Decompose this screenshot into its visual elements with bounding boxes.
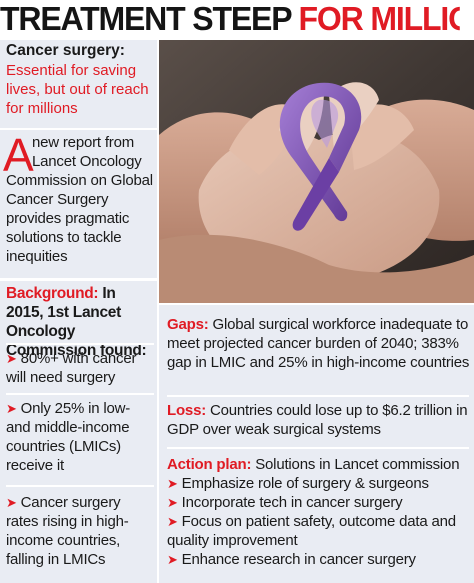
loss-text: Countries could lose up to $6.2 trillion… — [167, 402, 468, 438]
gaps-section: Gaps: Global surgical workforce inadequa… — [167, 315, 471, 372]
divider — [6, 343, 154, 345]
gaps-text: Global surgical workforce inadequate to … — [167, 316, 470, 371]
divider — [167, 447, 469, 449]
background-bullet: ➤ Only 25% in low- and middle-income cou… — [6, 400, 131, 474]
arrow-right-icon: ➤ — [167, 476, 178, 491]
background-panel: Background: In 2015, 1st Lancet Oncology… — [0, 281, 157, 583]
divider — [167, 395, 469, 397]
background-label: Background: — [6, 285, 99, 302]
action-plan-bullet: ➤ Focus on patient safety, outcome data … — [167, 513, 456, 549]
action-plan-label: Action plan: — [167, 456, 252, 473]
divider — [6, 485, 154, 487]
drop-cap: A — [3, 129, 34, 181]
lead-line-2: Lancet Oncology — [32, 153, 142, 170]
gaps-label: Gaps: — [167, 316, 209, 333]
arrow-right-icon: ➤ — [167, 495, 178, 510]
lead-paragraph: new report from Lancet Oncology Commissi… — [6, 133, 156, 266]
page-title: TREATMENT STEEP FOR MILLIONS — [0, 0, 460, 38]
title-black-part: TREATMENT STEEP — [0, 0, 292, 37]
arrow-right-icon: ➤ — [6, 351, 17, 366]
arrow-right-icon: ➤ — [167, 514, 178, 529]
title-red-part: FOR MILLIONS — [298, 0, 460, 37]
intro-subtitle: Essential for saving lives, but out of r… — [6, 62, 149, 117]
action-plan-bullet: ➤ Incorporate tech in cancer surgery — [167, 494, 403, 511]
hands-ribbon-photo — [159, 40, 474, 303]
background-heading: Background: In 2015, 1st Lancet Oncology… — [6, 284, 156, 360]
action-plan-section: Action plan: Solutions in Lancet commiss… — [167, 455, 471, 569]
lead-line-1: new report from — [32, 134, 135, 151]
intro-panel: Cancer surgery: Essential for saving liv… — [0, 40, 157, 128]
background-bullet: ➤ 80%+ with cancer will need surgery — [6, 350, 137, 386]
loss-section: Loss: Countries could lose up to $6.2 tr… — [167, 401, 471, 439]
arrow-right-icon: ➤ — [6, 401, 17, 416]
arrow-right-icon: ➤ — [6, 495, 17, 510]
arrow-right-icon: ➤ — [167, 552, 178, 567]
divider — [6, 393, 154, 395]
intro-title: Cancer surgery: — [6, 42, 125, 59]
findings-panel: Gaps: Global surgical workforce inadequa… — [159, 305, 474, 583]
background-text: In 2015, 1st Lancet Oncology Commission … — [6, 285, 147, 359]
action-plan-heading: Action plan: Solutions in Lancet commiss… — [167, 455, 471, 474]
lead-rest: Commission on Global Cancer Surgery prov… — [6, 172, 153, 265]
action-plan-text: Solutions in Lancet commission — [255, 456, 460, 473]
action-plan-bullet: ➤ Enhance research in cancer surgery — [167, 551, 416, 568]
lead-panel: A new report from Lancet Oncology Commis… — [0, 130, 157, 278]
background-bullet: ➤ Cancer surgery rates rising in high-in… — [6, 494, 129, 568]
loss-label: Loss: — [167, 402, 207, 419]
action-plan-bullet: ➤ Emphasize role of surgery & surgeons — [167, 475, 429, 492]
